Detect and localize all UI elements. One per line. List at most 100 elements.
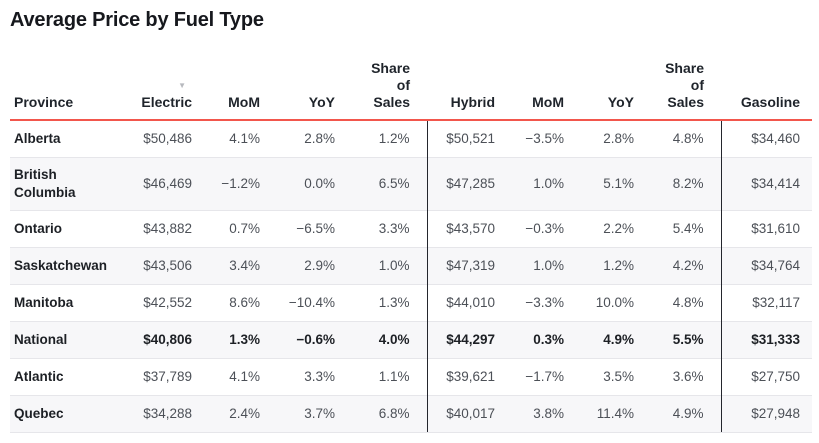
column-header-electric[interactable]: ▼ Electric [130,32,196,121]
cell-share_electric: 1.3% [339,283,427,321]
cell-share_electric: 1.0% [339,246,427,284]
cell-mom_hybrid: 1.0% [499,156,568,210]
cell-mom_hybrid: −0.3% [499,209,568,247]
cell-mom_hybrid: −3.3% [499,283,568,321]
column-header-yoy_electric[interactable]: YoY [264,32,339,121]
cell-gasoline: $27,948 [720,394,812,433]
cell-share_electric: 4.0% [339,320,427,358]
cell-gasoline: $34,414 [720,156,812,210]
cell-hybrid: $50,521 [426,120,499,157]
column-header-yoy_hybrid[interactable]: YoY [568,32,638,121]
cell-mom_electric: 0.7% [196,209,264,247]
cell-gasoline: $32,117 [720,283,812,321]
page-title: Average Price by Fuel Type [10,9,264,31]
column-header-label: YoY [308,94,335,110]
cell-electric: $43,882 [130,209,196,247]
cell-province: Ontario [10,209,130,247]
column-header-share_hybrid[interactable]: Share of Sales [638,32,721,121]
column-header-label: Share of Sales [665,60,704,110]
cell-yoy_electric: 2.8% [304,130,335,146]
table-row: Atlantic $37,789 4.1% 3.3% 1.1% $39,621 −1.7% 3… [10,357,812,395]
column-header-label: Hybrid [450,94,495,110]
sort-descending-icon[interactable]: ▼ [178,81,186,90]
column-header-label: MoM [532,94,564,110]
column-header-mom_hybrid[interactable]: MoM [499,32,568,121]
table-row: Quebec $34,288 2.4% 3.7% 6.8% $40,017 3.8% 11.4… [10,394,812,433]
table-row: Alberta $50,486 4.1% 2.8% 1.2% $50,521 −3.5% 2.… [10,120,812,157]
cell-mom_hybrid: 0.3% [499,320,568,358]
cell-share_hybrid: 5.4% [638,209,721,247]
cell-yoy_hybrid: 5.1% [568,156,638,210]
cell-share_electric: 6.8% [339,394,427,433]
cell-province: Quebec [10,394,130,433]
column-header-label: Share of Sales [371,60,410,110]
cell-yoy_hybrid: 11.4% [568,394,638,433]
cell-mom_hybrid: −3.5% [525,130,564,146]
column-header-mom_electric[interactable]: MoM [196,32,264,121]
cell-electric: $40,806 [130,320,196,358]
column-header-label: Province [14,94,74,110]
column-header-label: Electric [141,94,192,110]
cell-mom_electric: 1.3% [196,320,264,358]
table-row: British Columbia $46,469 −1.2% 0.0% 6.5% $47,… [10,156,812,210]
cell-province: Manitoba [10,283,130,321]
cell-yoy_electric: −6.5% [264,209,339,247]
cell-province: Atlantic [10,357,130,395]
table-row: Ontario $43,882 0.7% −6.5% 3.3% $43,570 −0.3% 2… [10,209,812,247]
avg-price-by-fuel-type-table: Province ▼ Electric MoM YoY Share of Sales Hyb… [10,32,812,433]
cell-share_electric: 6.5% [339,156,427,210]
cell-share_hybrid: 3.6% [638,357,721,395]
fuel-price-table-card: Average Price by Fuel Type Province ▼ Elec… [10,9,812,433]
cell-share_hybrid: 5.5% [638,320,721,358]
cell-share_hybrid: 8.2% [638,156,721,210]
cell-share_hybrid: 4.9% [638,394,721,433]
cell-gasoline: $34,460 [720,120,812,157]
cell-share_electric: 1.2% [378,130,410,146]
column-header-province[interactable]: Province [10,32,130,121]
cell-mom_electric: 8.6% [196,283,264,321]
cell-province: National [10,320,130,358]
cell-yoy_hybrid: 2.8% [603,130,634,146]
cell-yoy_electric: −10.4% [264,283,339,321]
cell-share_hybrid: 4.2% [638,246,721,284]
cell-yoy_hybrid: 3.5% [568,357,638,395]
column-header-hybrid[interactable]: Hybrid [427,32,499,121]
column-header-label: Gasoline [740,94,800,110]
cell-hybrid: $43,570 [426,209,499,247]
column-header-gasoline[interactable]: Gasoline [721,32,812,121]
cell-electric: $37,789 [130,357,196,395]
cell-electric: $34,288 [130,394,196,433]
cell-share_electric: 3.3% [339,209,427,247]
cell-electric: $50,486 [143,130,192,146]
cell-share_hybrid: 4.8% [638,283,721,321]
header-row: Province ▼ Electric MoM YoY Share of Sales Hyb… [10,32,812,121]
cell-province: British Columbia [10,156,130,210]
cell-mom_electric: 4.1% [229,130,260,146]
cell-hybrid: $44,297 [426,320,499,358]
table-body: Alberta $50,486 4.1% 2.8% 1.2% $50,521 −3.5% 2.… [10,120,812,433]
cell-mom_electric: 3.4% [196,246,264,284]
cell-hybrid: $39,621 [426,357,499,395]
table-row: Saskatchewan $43,506 3.4% 2.9% 1.0% $47,319 1.… [10,246,812,284]
cell-electric: $43,506 [130,246,196,284]
cell-hybrid: $47,285 [426,156,499,210]
cell-mom_hybrid: 3.8% [499,394,568,433]
cell-gasoline: $31,333 [720,320,812,358]
cell-gasoline: $34,764 [720,246,812,284]
column-header-label: MoM [228,94,260,110]
cell-yoy_hybrid: 10.0% [568,283,638,321]
cell-gasoline: $31,610 [720,209,812,247]
cell-province: Alberta [14,130,61,146]
cell-mom_electric: −1.2% [196,156,264,210]
cell-mom_electric: 2.4% [196,394,264,433]
column-header-share_electric[interactable]: Share of Sales [339,32,427,121]
cell-hybrid: $44,010 [426,283,499,321]
cell-yoy_electric: 3.7% [264,394,339,433]
cell-mom_electric: 4.1% [196,357,264,395]
table-header: Province ▼ Electric MoM YoY Share of Sales Hyb… [10,32,812,121]
cell-yoy_hybrid: 4.9% [568,320,638,358]
cell-province: Saskatchewan [10,246,130,284]
cell-hybrid: $40,017 [426,394,499,433]
cell-electric: $42,552 [130,283,196,321]
cell-yoy_electric: 3.3% [264,357,339,395]
